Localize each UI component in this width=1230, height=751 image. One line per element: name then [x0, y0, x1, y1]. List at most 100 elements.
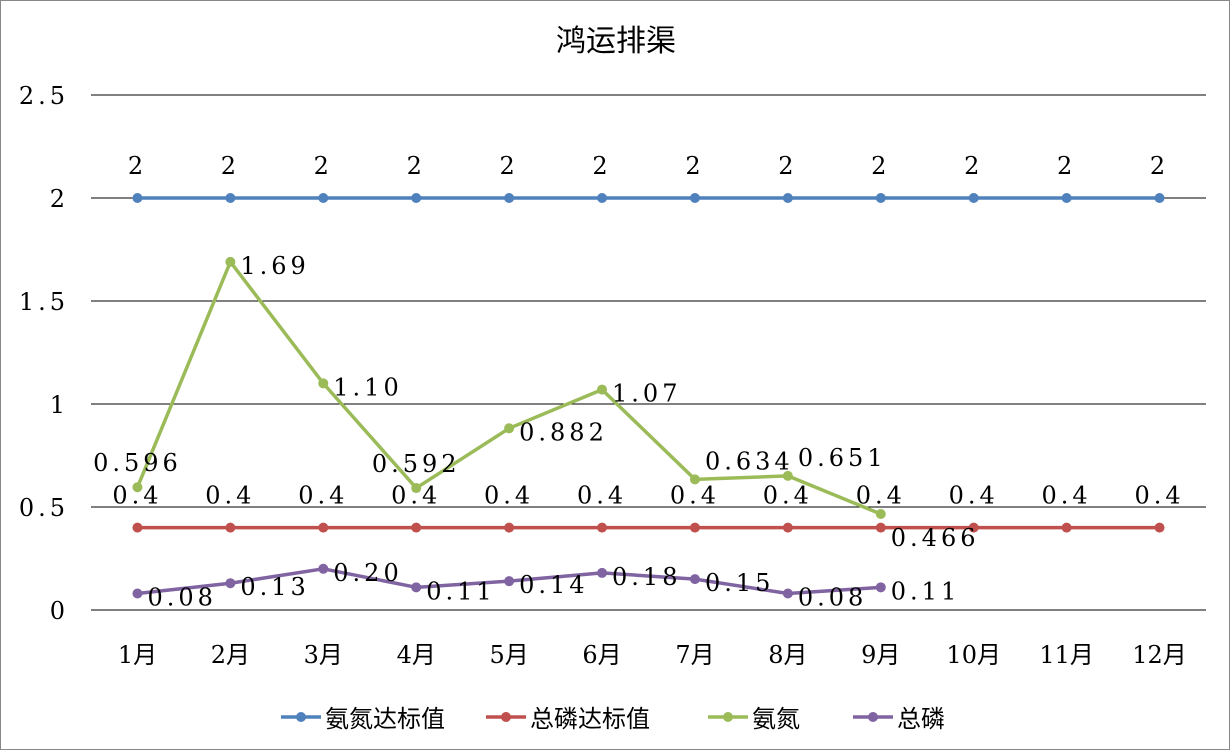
data-label: 2: [685, 152, 704, 180]
data-label: 2: [592, 152, 611, 180]
data-point: [689, 574, 700, 585]
data-label: 0.651: [798, 444, 887, 472]
data-label: 0.4: [391, 482, 441, 510]
data-point: [689, 522, 700, 533]
y-tick-label: 0.5: [19, 494, 69, 522]
data-label: 0.20: [333, 559, 402, 587]
series-1-labels: 2 2 2 2 2 2 2 2 2 2 2 2: [128, 152, 1165, 180]
data-label: 0.4: [112, 482, 162, 510]
data-label: 0.4: [856, 482, 906, 510]
y-tick-label: 1.5: [19, 288, 69, 316]
x-tick-label: 12月: [1132, 641, 1187, 669]
data-point: [597, 567, 608, 578]
data-label: 0.592: [372, 450, 461, 478]
data-label: 0.596: [93, 449, 182, 477]
data-point: [225, 193, 236, 203]
data-label: 0.4: [205, 482, 255, 510]
data-label: 2: [1057, 152, 1076, 180]
data-label: 2: [499, 152, 518, 180]
data-point: [875, 509, 886, 520]
data-point: [132, 522, 143, 533]
data-point: [968, 522, 979, 533]
data-point: [1061, 522, 1072, 533]
chart-title: 鸿运排渠: [556, 24, 676, 59]
data-label: 0.634: [705, 447, 794, 475]
series-3: [132, 256, 886, 520]
data-point: [597, 384, 608, 395]
x-tick-label: 4月: [397, 641, 436, 669]
x-tick-label: 3月: [304, 641, 343, 669]
y-tick-label: 0: [50, 597, 69, 625]
data-label: 0.4: [577, 482, 627, 510]
data-label: 2: [407, 152, 426, 180]
data-label: 2: [871, 152, 890, 180]
legend-label: 氨氮: [752, 705, 800, 733]
series-2-labels: 0.4 0.4 0.4 0.4 0.4 0.4 0.4 0.4 0.4 0.4 0.4 0.4: [112, 482, 1180, 510]
data-label: 0.4: [484, 482, 534, 510]
series-1: [132, 193, 1165, 203]
data-point: [411, 582, 422, 593]
x-tick-label: 2月: [211, 641, 250, 669]
data-point: [1154, 522, 1165, 533]
data-point: [225, 578, 236, 589]
data-label: 1.10: [333, 373, 402, 401]
data-label: 0.4: [949, 482, 999, 510]
data-label: 0.13: [240, 573, 309, 601]
data-point: [875, 193, 886, 203]
data-point: [411, 483, 422, 494]
y-tick-label: 2.5: [19, 82, 69, 110]
data-point: [968, 193, 979, 203]
x-tick-label: 7月: [675, 641, 714, 669]
data-point: [318, 563, 329, 574]
legend-marker-icon: [723, 712, 733, 722]
data-point: [689, 474, 700, 485]
data-point: [597, 193, 608, 203]
data-point: [875, 582, 886, 593]
data-point: [1061, 193, 1072, 203]
data-label: 0.08: [147, 584, 216, 612]
data-point: [504, 522, 515, 533]
data-point: [689, 193, 700, 203]
data-label: 0.18: [612, 563, 681, 591]
x-tick-label: 8月: [768, 641, 807, 669]
data-label: 0.4: [763, 482, 813, 510]
x-tick-label: 11月: [1039, 641, 1094, 669]
data-point: [782, 470, 793, 481]
data-point: [132, 193, 143, 203]
data-point: [504, 576, 515, 587]
data-point: [132, 588, 143, 599]
data-label: 2: [221, 152, 240, 180]
x-tick-label: 10月: [946, 641, 1001, 669]
legend-marker-icon: [501, 712, 511, 722]
legend-label: 氨氮达标值: [325, 705, 445, 733]
data-label: 2: [778, 152, 797, 180]
series-4: [132, 563, 886, 599]
x-tick-label: 6月: [582, 641, 621, 669]
data-point: [132, 482, 143, 493]
legend-label: 总磷: [897, 705, 945, 733]
legend-marker-icon: [868, 712, 878, 722]
data-label: 0.466: [891, 524, 980, 552]
data-point: [875, 522, 886, 533]
data-point: [225, 522, 236, 533]
data-point: [782, 522, 793, 533]
x-tick-label: 9月: [861, 641, 900, 669]
x-tick-label: 1月: [118, 641, 157, 669]
y-tick-label: 1: [50, 391, 69, 419]
data-point: [782, 193, 793, 203]
series-4-labels: 0.08 0.13 0.20 0.11 0.14 0.18 0.15 0.08 0.11: [147, 559, 956, 612]
data-label: 2: [964, 152, 983, 180]
data-point: [318, 522, 329, 533]
legend-label: 总磷达标值: [530, 705, 650, 733]
data-label: 0.11: [426, 577, 495, 605]
legend-item: 氨氮: [708, 705, 800, 733]
data-label: 0.08: [798, 584, 867, 612]
legend-item: 总磷达标值: [486, 705, 650, 733]
data-label: 2: [128, 152, 147, 180]
data-label: 0.882: [519, 418, 608, 446]
data-label: 0.15: [705, 569, 774, 597]
data-label: 0.4: [298, 482, 348, 510]
